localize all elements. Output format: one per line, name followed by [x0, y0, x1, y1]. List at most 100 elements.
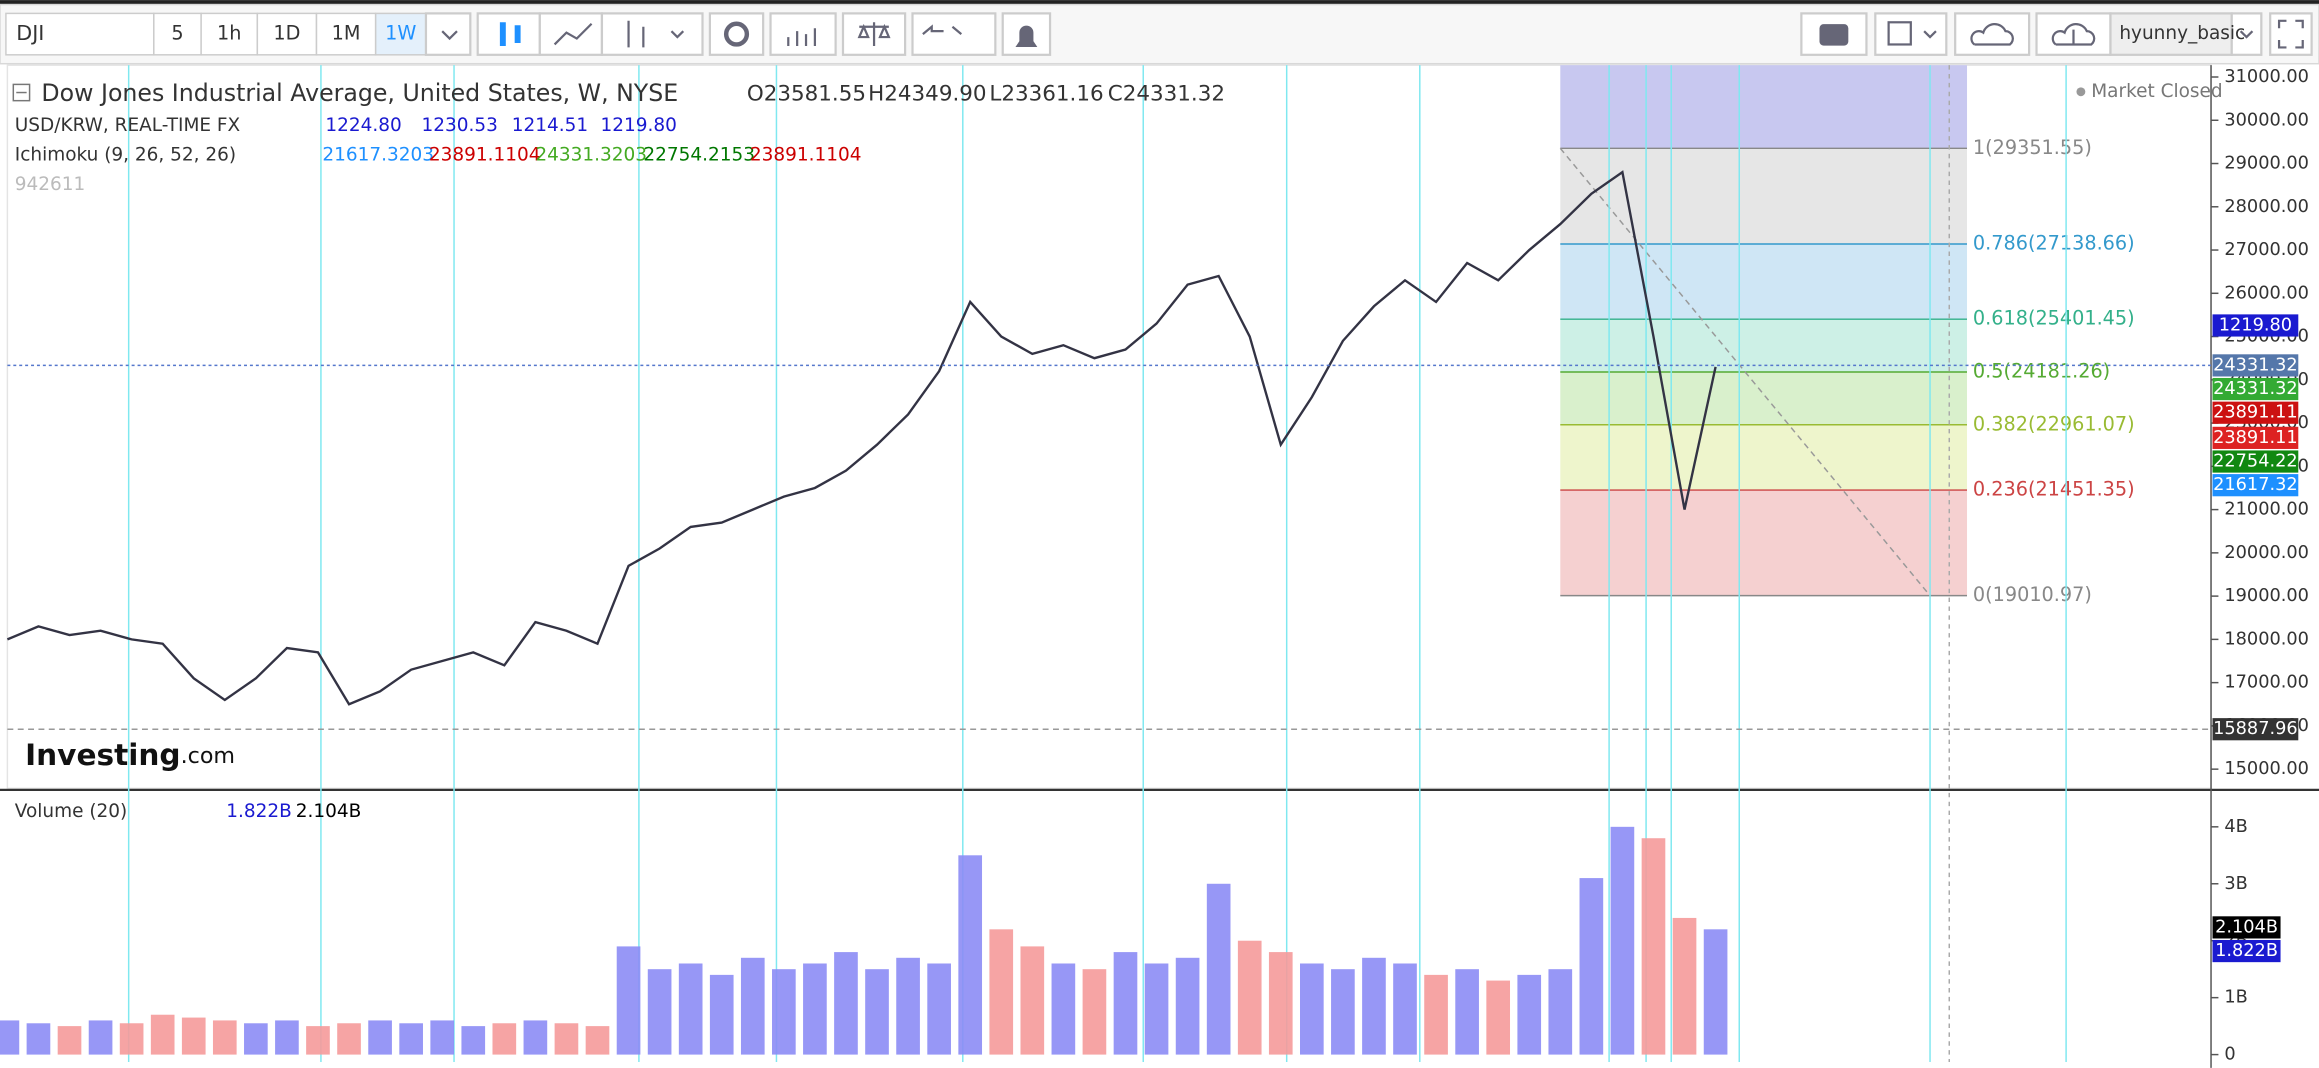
ohlc-low: L23361.16 — [989, 82, 1103, 107]
undo-redo[interactable] — [911, 12, 997, 56]
fib-band — [1560, 244, 1968, 320]
indicator-button[interactable] — [600, 12, 704, 56]
volume-bar — [554, 1023, 579, 1055]
symbol-box[interactable] — [5, 12, 155, 56]
volume-badge-label: 2.104B — [2215, 917, 2278, 937]
fib-label: 0.786(27138.66) — [1973, 232, 2135, 255]
price-tick-label: 31000.00 — [2224, 67, 2309, 87]
ichimoku-value: 23891.1104 — [429, 144, 541, 165]
volume-bar — [1610, 826, 1635, 1055]
price-badge — [2212, 354, 2299, 377]
candle-icon — [499, 22, 521, 46]
interval-button[interactable] — [200, 12, 259, 56]
volume-bar — [1331, 969, 1355, 1055]
interval-button[interactable] — [256, 12, 318, 56]
volume-bar — [1268, 952, 1293, 1055]
volume-bar — [1517, 974, 1542, 1055]
volume-bar — [616, 946, 641, 1055]
volume-bar — [585, 1026, 610, 1055]
cloud-load[interactable] — [1954, 12, 2031, 56]
interval-group: 5 1h 1D 1M 1W — [153, 12, 427, 56]
volume-bar — [865, 969, 889, 1055]
volume-bar — [57, 1026, 82, 1055]
volume-bar — [1641, 838, 1666, 1055]
volume-bar — [647, 969, 672, 1055]
layout-icon — [1887, 21, 1912, 46]
price-badge-label: 23891.11 — [2213, 403, 2298, 423]
volume-tick-label: 1B — [2224, 988, 2247, 1008]
interval-label: 1W — [385, 22, 416, 45]
ichimoku-name: Ichimoku (9, 26, 52, 26) — [15, 144, 236, 165]
extra-indicator: 942611 — [15, 174, 86, 195]
vertical-lines — [127, 65, 2067, 1062]
interval-button[interactable] — [374, 12, 427, 56]
volume-bar — [0, 1020, 20, 1055]
price-tick-label: 27000.00 — [2224, 240, 2309, 260]
series-title: Dow Jones Industrial Average, United Sta… — [41, 79, 678, 107]
volume-value: 2.104B — [296, 801, 362, 822]
volume-bar — [1082, 969, 1107, 1055]
settings-button[interactable] — [708, 12, 765, 56]
volume-bar — [368, 1020, 392, 1055]
volume-badge — [2212, 939, 2281, 963]
fib-label: 0.618(25401.45) — [1973, 307, 2135, 330]
volume-bar — [1548, 969, 1573, 1055]
volume-bar — [461, 1026, 486, 1055]
volume-bar — [337, 1023, 361, 1055]
line-icon — [553, 22, 593, 46]
fullscreen-button[interactable] — [2269, 12, 2313, 56]
ohlc-close: C24331.32 — [1108, 82, 1225, 107]
volume-bar — [181, 1017, 206, 1055]
trend-line — [1559, 147, 1931, 597]
volume-bar — [119, 1023, 144, 1055]
volume-bar — [1455, 969, 1479, 1055]
arrow — [441, 30, 458, 41]
volume-bar — [1175, 957, 1200, 1055]
fx-name: USD/KRW, REAL-TIME FX — [15, 115, 241, 136]
price-badge — [2212, 377, 2299, 401]
undo-icon — [922, 24, 963, 35]
ichimoku-values: 21617.320323891.110424331.320322754.2153… — [322, 144, 861, 165]
price-badge-label: 1219.80 — [2219, 315, 2292, 335]
user-button[interactable] — [2109, 12, 2233, 56]
interval-label: 1D — [273, 22, 300, 45]
price-tick-label: 17000.00 — [2224, 673, 2309, 693]
compare-icon — [787, 28, 817, 46]
fib-label: 1(29351.55) — [1973, 136, 2092, 159]
fx-value: 1219.80 — [600, 115, 676, 136]
interval-button[interactable] — [153, 12, 202, 56]
price-badge-label: 24331.32 — [2213, 379, 2298, 399]
volume-bar — [1300, 963, 1324, 1055]
fib-band — [1560, 65, 1968, 149]
user-name: hyunny_basic — [2119, 23, 2245, 44]
fx-value: 1214.51 — [512, 115, 588, 136]
compare-button[interactable] — [769, 12, 837, 56]
collapse-box[interactable] — [12, 83, 31, 102]
volume-bar — [1051, 963, 1076, 1055]
volume-bar — [1486, 980, 1511, 1055]
price-badge — [2212, 718, 2299, 741]
user-dropdown[interactable] — [2230, 12, 2263, 56]
interval-label: 1M — [332, 22, 361, 45]
fx-value: 1230.53 — [422, 115, 498, 136]
volume-bar — [430, 1020, 455, 1055]
volume-bar — [958, 855, 983, 1055]
candle-button[interactable] — [476, 12, 541, 56]
ohlc-high: H24349.90 — [868, 82, 986, 107]
price-badge-label: 21617.32 — [2213, 475, 2298, 495]
dropdown[interactable] — [424, 12, 472, 56]
cloud-icon — [2051, 23, 2096, 46]
interval-button[interactable] — [315, 12, 377, 56]
volume-bar — [803, 963, 827, 1055]
price-badge-label: 22754.22 — [2213, 452, 2298, 472]
bell-icon — [1015, 25, 1038, 48]
fib-label: 0(19010.97) — [1973, 583, 2092, 606]
price-tick-label: 15000.00 — [2224, 759, 2309, 779]
toolbar-icons — [424, 12, 2313, 56]
volume-bar — [399, 1023, 423, 1055]
volume-badge — [2212, 916, 2281, 939]
volume-bar — [740, 957, 765, 1055]
plot: 31000.00 30000.00 29000.00 28000.00 27000.00… — [0, 67, 2309, 1065]
balance-icon — [857, 22, 891, 46]
